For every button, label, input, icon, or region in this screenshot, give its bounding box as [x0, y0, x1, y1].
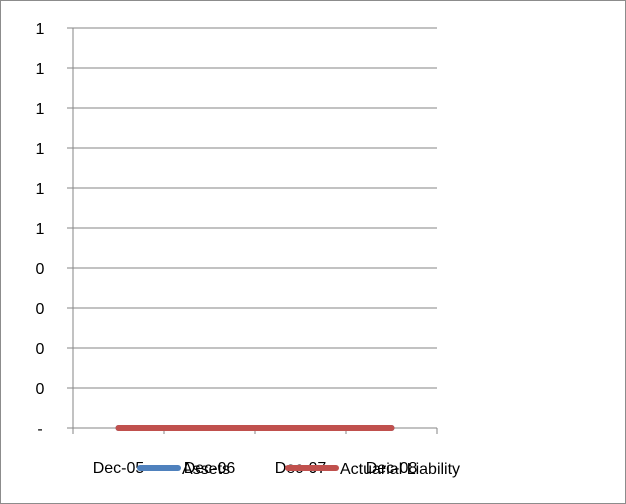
y-tick-label: -	[37, 421, 42, 438]
legend-label-actuarial-liability: Actuarial Liability	[340, 461, 460, 478]
legend-label-assets: Assets	[182, 461, 230, 478]
axes	[67, 27, 438, 434]
x-tick-label: Dec-08	[366, 460, 418, 477]
y-tick-label: 0	[36, 301, 45, 318]
y-axis-tick-labels: - 0 0 0 0 1 1 1 1 1 1	[36, 21, 45, 438]
x-tick-label: Dec-06	[184, 460, 236, 477]
y-tick-label: 0	[36, 341, 45, 358]
y-tick-label: 0	[36, 261, 45, 278]
y-tick-label: 1	[36, 181, 45, 198]
y-tick-label: 1	[36, 221, 45, 238]
y-tick-label: 1	[36, 61, 45, 78]
y-tick-label: 0	[36, 381, 45, 398]
x-tick-label: Dec-05	[93, 460, 145, 477]
gridlines	[73, 27, 437, 389]
y-tick-label: 1	[36, 101, 45, 118]
y-tick-label: 1	[36, 141, 45, 158]
y-tick-label: 1	[36, 21, 45, 38]
legend: Assets Actuarial Liability	[137, 461, 460, 478]
